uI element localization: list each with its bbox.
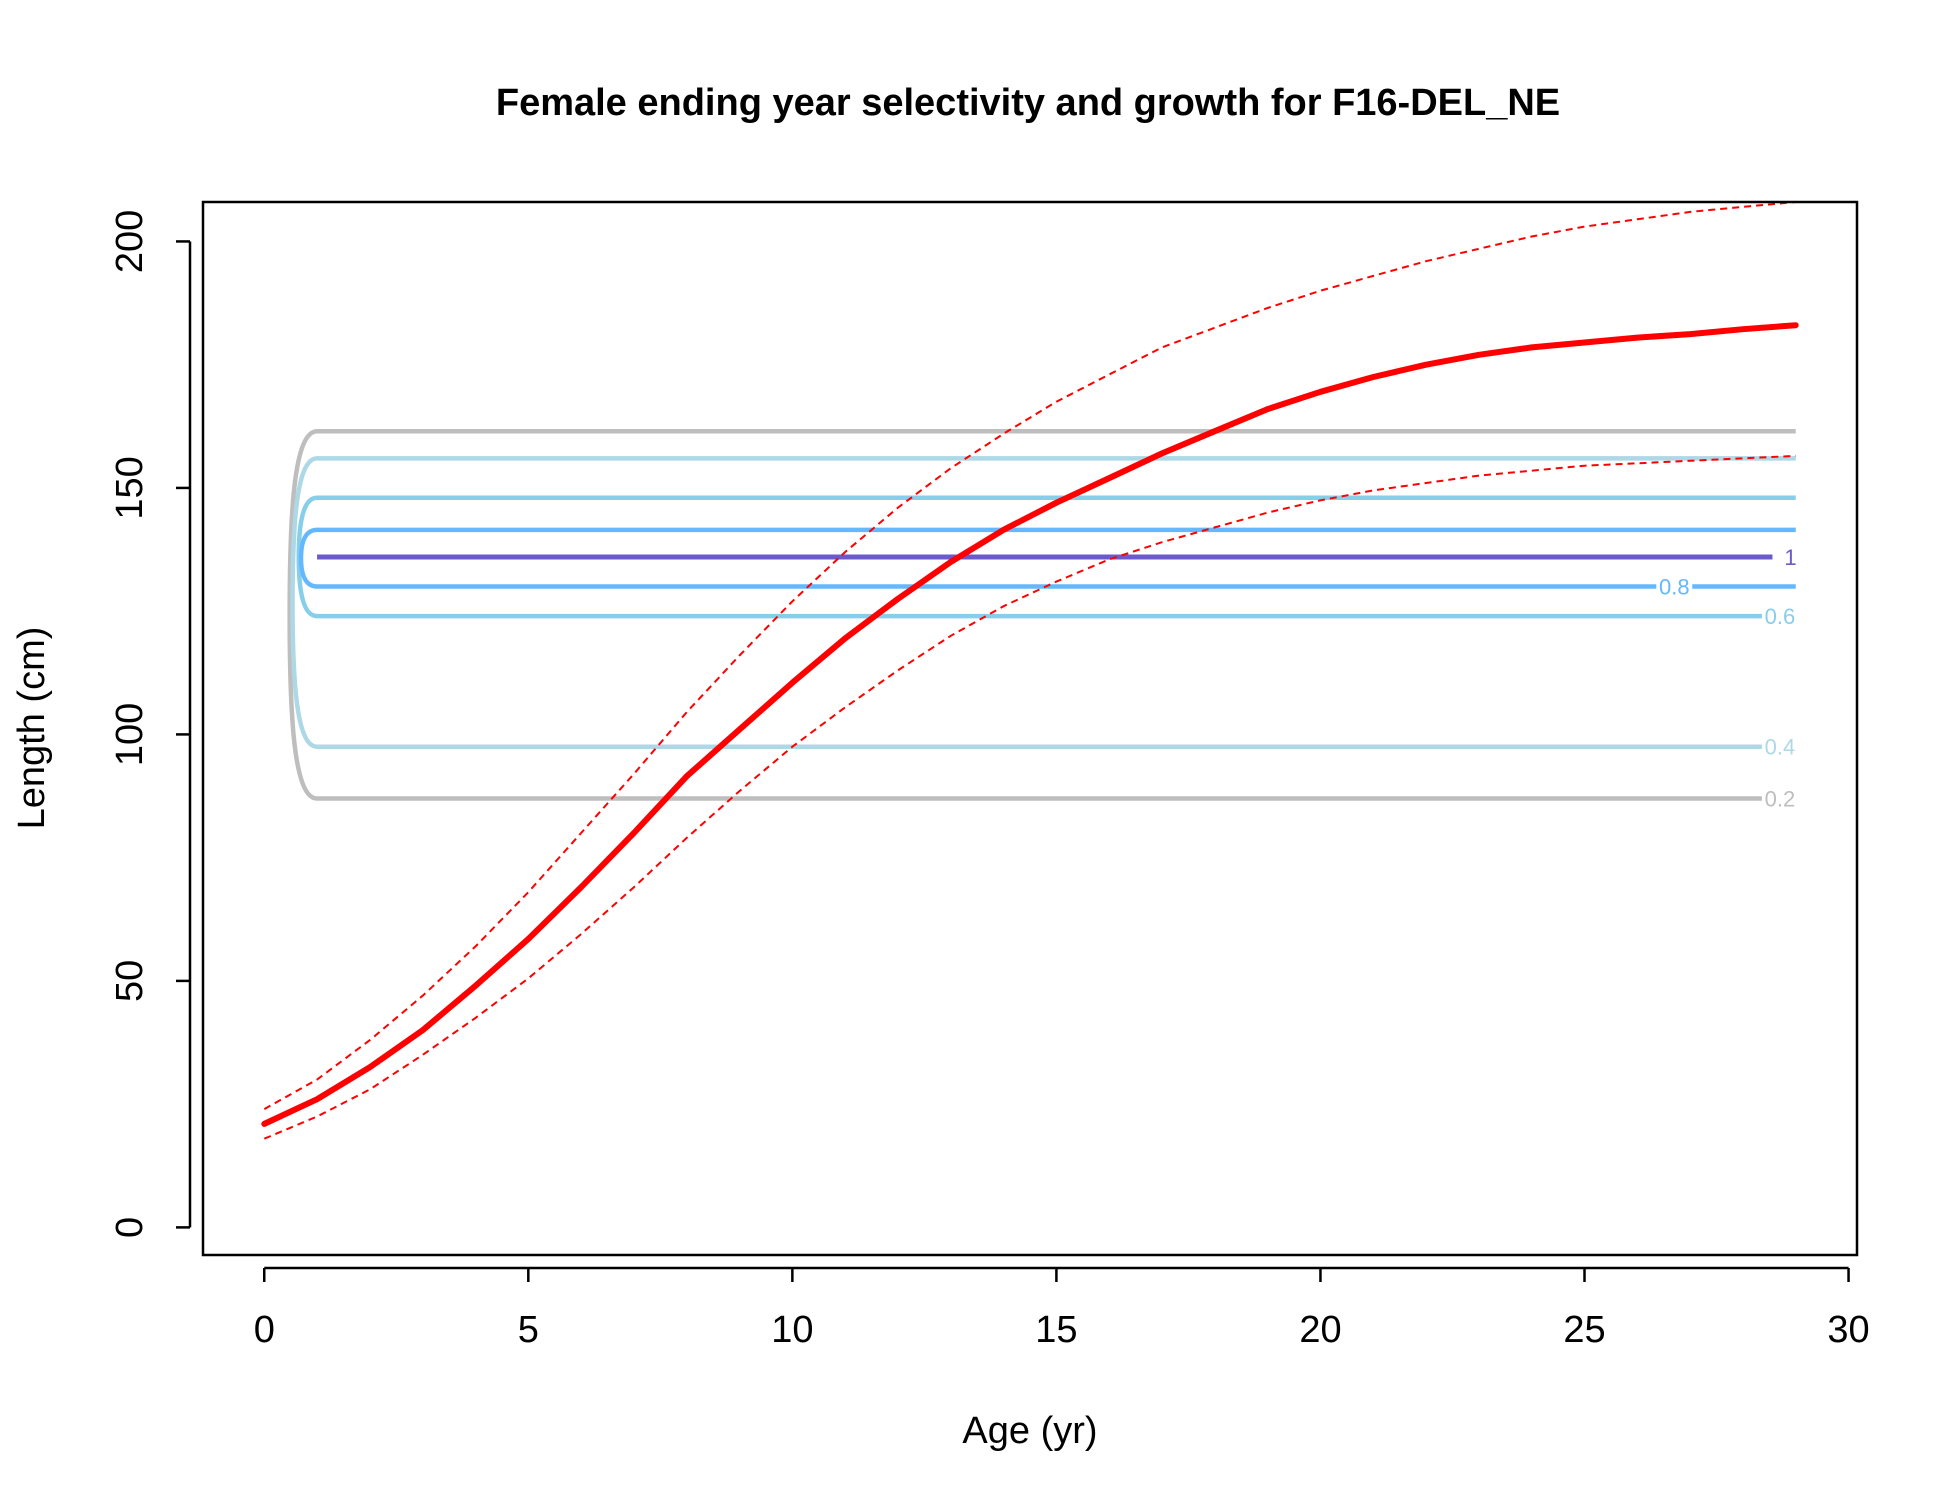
contour-label-bg <box>1772 543 1809 570</box>
x-tick-label: 5 <box>518 1309 539 1351</box>
y-tick-label: 0 <box>109 1217 151 1238</box>
growth-mean-line <box>261 322 1799 1127</box>
growth-upper-line <box>263 201 1796 1110</box>
y-tick-label: 100 <box>109 703 151 766</box>
contour-label: 1 <box>1784 545 1796 570</box>
contour-label: 0.4 <box>1765 735 1796 760</box>
chart-title: Female ending year selectivity and growt… <box>496 82 1560 124</box>
contour-label-bg <box>1656 573 1693 600</box>
x-tick-label: 25 <box>1563 1309 1605 1351</box>
y-tick-label: 200 <box>109 210 151 273</box>
contour-0.2 <box>287 428 1796 801</box>
x-axis-label: Age (yr) <box>962 1410 1097 1452</box>
contour-label: 0.8 <box>1659 575 1690 600</box>
x-tick-label: 0 <box>254 1309 275 1351</box>
selectivity-contours: 0.2 0.4 0.6 0.8 1 <box>287 428 1809 812</box>
x-tick-label: 20 <box>1299 1309 1341 1351</box>
x-tick-label: 15 <box>1035 1309 1077 1351</box>
contour-0.4 <box>290 456 1796 749</box>
contour-0.6 <box>296 495 1796 619</box>
y-tick-label: 150 <box>109 456 151 519</box>
x-tick-label: 10 <box>771 1309 813 1351</box>
axes: 0 5 10 15 20 25 30 0 50 100 150 200 <box>109 210 1870 1351</box>
x-tick-label: 30 <box>1827 1309 1869 1351</box>
y-tick-label: 50 <box>109 960 151 1002</box>
contour-label-bg <box>1761 785 1798 812</box>
contour-0.8 <box>298 527 1796 589</box>
contour-label-bg <box>1761 603 1798 630</box>
contour-label: 0.6 <box>1765 604 1796 629</box>
growth-curves <box>261 201 1799 1140</box>
contour-label-bg <box>1761 733 1798 760</box>
y-axis-label: Length (cm) <box>11 627 53 830</box>
plot-frame <box>201 200 1859 1257</box>
contour-label: 0.2 <box>1765 787 1796 812</box>
